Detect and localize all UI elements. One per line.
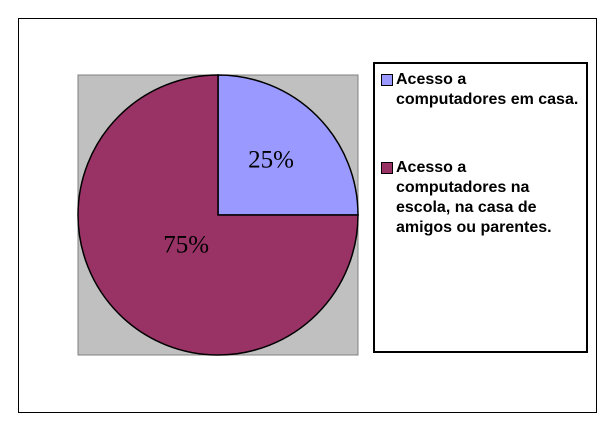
legend-swatch (381, 162, 393, 174)
data-label: 75% (163, 232, 209, 259)
data-label: 25% (248, 147, 294, 174)
legend-swatch (381, 74, 393, 86)
legend-entry: Acesso a computadores em casa. (381, 70, 580, 110)
legend-label: Acesso a computadores em casa. (396, 71, 579, 108)
pie-slice (217, 74, 359, 216)
legend-label: Acesso a computadores na escola, na casa… (396, 159, 552, 236)
legend: Acesso a computadores em casa. Acesso a c… (373, 62, 588, 353)
pie-slice (77, 74, 359, 356)
legend-entry: Acesso a computadores na escola, na casa… (381, 158, 580, 238)
